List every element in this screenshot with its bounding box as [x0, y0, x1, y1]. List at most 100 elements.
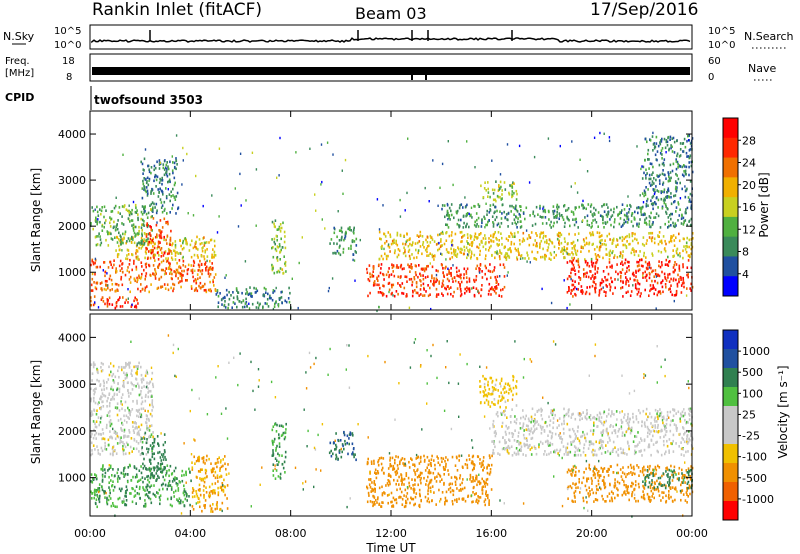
- range-cell: [379, 291, 382, 294]
- range-cell: [104, 302, 106, 306]
- range-cell: [104, 441, 106, 445]
- range-cell: [491, 270, 494, 274]
- range-cell: [468, 280, 471, 283]
- range-cell: [124, 400, 127, 404]
- range-cell: [672, 136, 675, 140]
- range-cell: [492, 225, 495, 228]
- range-cell: [561, 216, 564, 219]
- range-cell: [676, 152, 679, 156]
- range-cell: [109, 430, 111, 433]
- range-cell: [275, 469, 278, 472]
- range-cell: [403, 267, 405, 270]
- range-cell: [621, 256, 624, 259]
- range-cell: [392, 468, 394, 471]
- range-cell: [377, 463, 380, 467]
- range-cell: [110, 504, 113, 508]
- range-cell: [157, 242, 160, 245]
- range-cell: [95, 281, 98, 285]
- range-cell: [563, 245, 566, 249]
- range-cell: [404, 209, 406, 212]
- range-cell: [680, 222, 683, 225]
- range-cell: [177, 499, 179, 503]
- range-cell: [226, 484, 229, 487]
- range-cell: [133, 431, 135, 434]
- range-cell: [284, 260, 287, 264]
- range-cell: [209, 280, 211, 284]
- range-cell: [492, 288, 495, 291]
- range-cell: [211, 492, 214, 495]
- range-cell: [681, 213, 683, 217]
- range-cell: [684, 411, 686, 415]
- range-cell: [366, 500, 369, 504]
- range-cell: [160, 467, 162, 470]
- range-cell: [648, 294, 650, 297]
- range-cell: [92, 227, 94, 231]
- range-cell: [141, 205, 144, 208]
- range-cell: [406, 233, 408, 236]
- range-cell: [485, 266, 487, 270]
- range-cell: [122, 232, 124, 236]
- range-cell: [138, 412, 141, 415]
- range-cell: [609, 218, 611, 221]
- range-cell: [348, 226, 351, 230]
- range-cell: [496, 209, 498, 213]
- range-cell: [135, 234, 137, 237]
- range-cell: [665, 177, 667, 180]
- range-cell: [126, 376, 128, 379]
- range-cell: [147, 237, 149, 240]
- range-cell: [402, 252, 405, 255]
- range-cell: [120, 242, 122, 246]
- range-cell: [281, 290, 283, 294]
- range-cell: [458, 497, 460, 501]
- range-cell: [441, 204, 444, 207]
- range-cell: [206, 475, 208, 478]
- range-cell: [602, 286, 604, 289]
- range-cell: [672, 234, 675, 237]
- range-cell: [421, 252, 423, 256]
- range-cell: [151, 371, 154, 375]
- range-cell: [392, 241, 394, 245]
- range-cell: [122, 366, 125, 369]
- range-cell: [636, 206, 638, 210]
- range-cell: [177, 207, 179, 211]
- range-cell: [476, 498, 478, 502]
- range-cell: [574, 252, 577, 255]
- range-cell: [127, 266, 129, 269]
- range-cell: [106, 399, 108, 403]
- range-cell: [403, 464, 405, 467]
- range-cell: [276, 238, 278, 242]
- range-cell: [145, 418, 148, 421]
- range-cell: [500, 198, 503, 201]
- range-cell: [114, 375, 117, 379]
- range-cell: [369, 275, 372, 279]
- range-cell: [136, 475, 138, 479]
- range-cell: [428, 200, 430, 203]
- range-cell: [137, 213, 139, 216]
- range-cell: [647, 158, 649, 161]
- range-cell: [582, 290, 584, 294]
- range-cell: [490, 293, 492, 296]
- range-cell: [635, 275, 637, 278]
- range-cell: [181, 247, 184, 251]
- range-cell: [128, 263, 131, 266]
- range-cell: [161, 251, 163, 255]
- range-cell: [387, 231, 390, 234]
- range-cell: [118, 365, 120, 369]
- range-cell: [556, 220, 558, 224]
- range-cell: [516, 256, 518, 259]
- range-cell: [196, 254, 199, 257]
- range-cell: [542, 207, 544, 210]
- range-cell: [123, 443, 125, 446]
- range-cell: [95, 216, 97, 220]
- range-cell: [618, 222, 621, 226]
- range-cell: [146, 247, 148, 251]
- range-cell: [654, 269, 657, 272]
- range-cell: [671, 169, 674, 173]
- range-cell: [444, 286, 446, 290]
- range-cell: [138, 487, 141, 491]
- range-cell: [628, 268, 630, 272]
- range-cell: [625, 246, 628, 250]
- range-cell: [429, 486, 432, 490]
- range-cell: [525, 229, 528, 232]
- range-cell: [662, 183, 664, 186]
